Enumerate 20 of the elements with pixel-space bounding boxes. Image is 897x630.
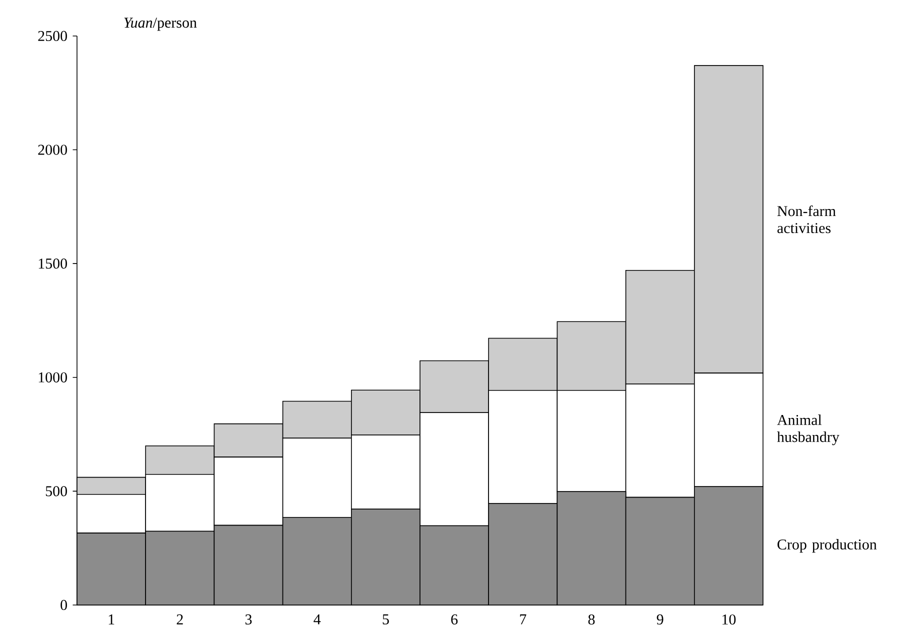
y-tick-label: 0 <box>60 600 67 610</box>
y-tick-label: 1500 <box>38 258 67 269</box>
y-tick-label: 2500 <box>38 30 67 42</box>
x-tick-label: 3 <box>245 614 252 625</box>
y-tick-label: 1000 <box>38 372 67 382</box>
x-tick-label: 1 <box>108 614 114 624</box>
x-tick-label: 2 <box>176 614 183 624</box>
series-label: Non-farm activities <box>777 205 836 234</box>
y-tick-label: 2000 <box>38 144 67 155</box>
x-tick-label: 10 <box>722 614 736 625</box>
y-tick-label: 500 <box>46 486 67 496</box>
x-tick-label: 5 <box>382 614 389 624</box>
series-label: Animal husbandry <box>777 414 840 446</box>
y-axis-title: Yuan/person <box>124 18 197 31</box>
series-label: Crop production <box>778 539 877 553</box>
x-tick-label: 4 <box>314 614 321 624</box>
x-tick-label: 8 <box>588 614 595 625</box>
x-tick-label: 7 <box>520 614 526 624</box>
x-tick-label: 6 <box>451 614 458 625</box>
x-tick-label: 9 <box>656 614 664 625</box>
